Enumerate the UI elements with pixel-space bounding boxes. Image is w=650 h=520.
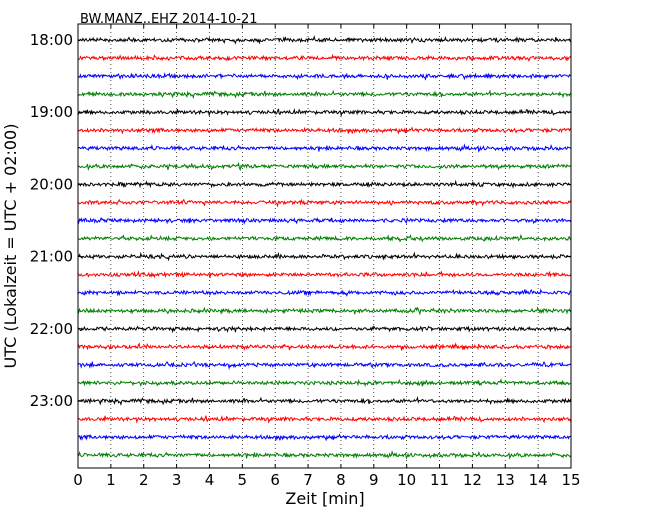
tick-layer: 0 1 2 3 4 5 6 7 8 9 10 11 12 13 14 1518:0019:0020:0021:… [30,24,581,489]
x-tick-label: 7 [303,471,313,489]
trace-1800 [77,35,572,45]
trace-1930 [77,143,572,153]
trace-2145 [77,306,572,316]
trace-2115 [77,270,572,279]
x-tick-label: 2 [139,471,149,489]
trace-2215 [77,342,572,352]
x-tick-label: 10 [397,471,416,489]
trace-2100 [77,251,572,262]
trace-2315 [77,414,572,425]
trace-2345 [77,450,572,460]
x-tick-label: 14 [529,471,548,489]
x-tick-label: 6 [270,471,280,489]
trace-1845 [77,89,572,100]
trace-1815 [77,53,572,62]
x-tick-label: 11 [430,471,449,489]
x-tick-label: 12 [463,471,482,489]
trace-2230 [77,360,572,370]
trace-2245 [77,377,572,388]
plot-frame [77,23,572,469]
x-axis-label: Zeit [min] [285,489,364,508]
y-tick-label: 19:00 [30,103,73,121]
trace-2000 [77,179,572,189]
chart-title: BW.MANZ..EHZ 2014-10-21 [80,12,258,27]
y-axis-label: UTC (Lokalzeit = UTC + 02:00) [1,124,20,369]
trace-2200 [77,325,572,334]
trace-2030 [77,216,572,226]
trace-1915 [77,126,572,135]
x-tick-label: 13 [496,471,515,489]
trace-1900 [77,108,572,118]
trace-2015 [77,198,572,208]
trace-1830 [77,71,572,81]
trace-2045 [77,233,572,243]
x-tick-label: 5 [238,471,248,489]
trace-1945 [77,161,572,172]
x-tick-label: 15 [561,471,580,489]
y-tick-label: 22:00 [30,320,73,338]
y-tick-label: 23:00 [30,392,73,410]
x-tick-label: 8 [336,471,346,489]
y-tick-label: 18:00 [30,31,73,49]
x-tick-label: 9 [369,471,379,489]
trace-2130 [77,288,572,297]
trace-layer [77,35,572,460]
y-tick-label: 20:00 [30,175,73,193]
x-tick-label: 4 [205,471,215,489]
trace-2300 [77,395,572,407]
x-tick-label: 3 [172,471,182,489]
trace-2330 [77,433,572,442]
x-tick-label: 0 [73,471,83,489]
y-tick-label: 21:00 [30,248,73,266]
x-tick-label: 1 [106,471,116,489]
